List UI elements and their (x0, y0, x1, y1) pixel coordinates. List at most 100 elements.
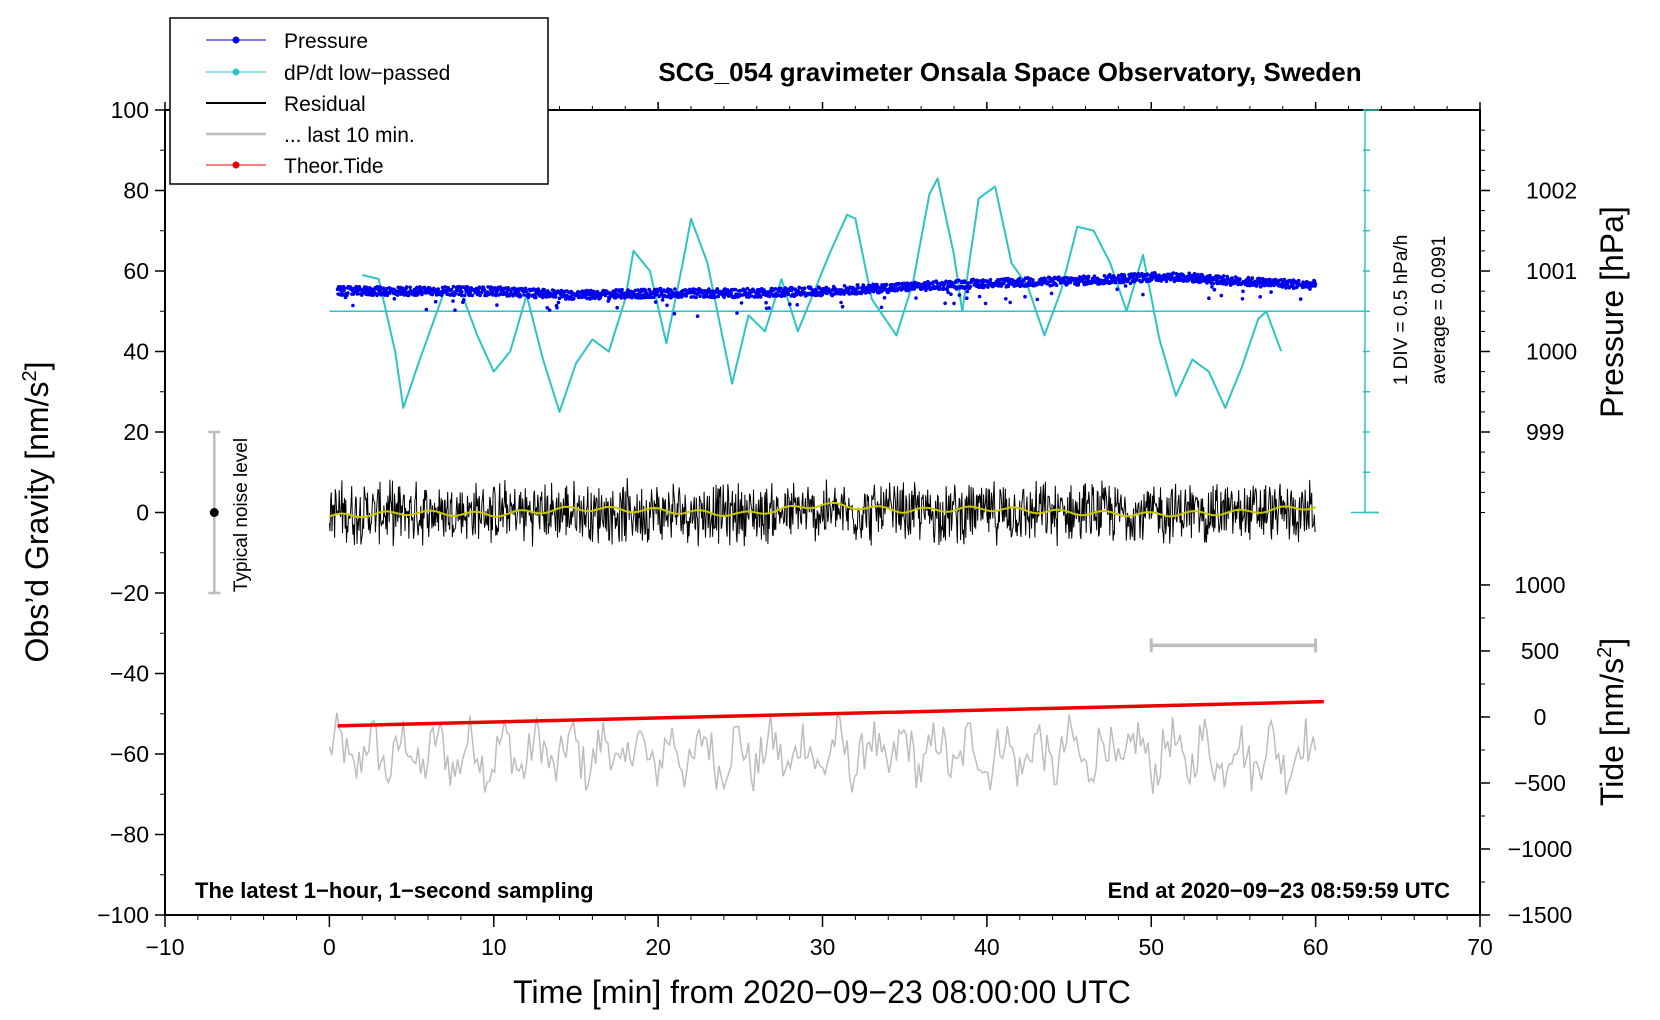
pressure-point (620, 287, 624, 292)
pressure-point (1004, 297, 1008, 301)
pressure-point (547, 308, 552, 312)
pressure-point (443, 285, 447, 289)
pressure-point (392, 297, 397, 301)
y-tick-label: −80 (110, 822, 149, 848)
pressure-point (470, 293, 475, 298)
pressure-point (1312, 279, 1317, 284)
tide-tick-label: −1500 (1508, 902, 1573, 928)
legend-box (169, 17, 549, 185)
pressure-point (1171, 271, 1176, 275)
pressure-point (665, 303, 669, 308)
pressure-point (764, 300, 768, 305)
data-layer (208, 109, 1379, 795)
pressure-point (1221, 274, 1226, 278)
y-tick-label: −20 (110, 580, 149, 606)
pressure-point (408, 285, 412, 290)
noise-level-center-dot (209, 508, 219, 517)
pressure-point (879, 305, 884, 310)
pressure-point (1218, 275, 1223, 280)
pressure-point (342, 286, 347, 290)
noise-level-label: Typical noise level (231, 438, 252, 592)
pressure-point (1102, 274, 1107, 278)
pressure-point (556, 300, 561, 305)
pressure-point (1235, 276, 1239, 281)
pressure-point (436, 287, 441, 291)
pressure-point (1296, 278, 1301, 283)
pressure-point (1257, 277, 1262, 282)
x-tick-label: 10 (481, 934, 507, 960)
pressure-point (767, 306, 771, 310)
pressure-point (1039, 277, 1044, 281)
pressure-point (779, 286, 783, 291)
pressure-point (526, 295, 531, 300)
y-axis-title-left: Obs’d Gravity [nm/s2] (19, 362, 55, 663)
note-latest-hour: The latest 1−hour, 1−second sampling (195, 878, 594, 903)
pressure-point (615, 305, 619, 310)
pressure-point (660, 298, 665, 302)
pressure-point (576, 290, 580, 294)
pressure-point (351, 303, 355, 308)
y-tick-label: −40 (110, 661, 149, 687)
pressure-point (1308, 287, 1312, 291)
pressure-point (1298, 297, 1303, 301)
pressure-point (1238, 277, 1242, 281)
pressure-point (1212, 287, 1217, 292)
average-label: average = 0.0991 (1429, 236, 1450, 384)
dpdt-series-line (362, 177, 1283, 413)
note-end-time: End at 2020−09−23 08:59:59 UTC (1108, 878, 1451, 903)
pressure-point (1249, 280, 1253, 284)
x-tick-label: 20 (645, 934, 671, 960)
pressure-point (1201, 274, 1205, 279)
y-tick-label: 20 (123, 419, 149, 445)
pressure-point (856, 286, 861, 290)
pressure-point (968, 285, 973, 289)
tide-tick-label: 0 (1534, 704, 1547, 730)
axis-ticks: −10 0 10 20 30 40 50 60 70−100−80−60−40−20020406… (97, 97, 1577, 960)
pressure-point (722, 295, 726, 300)
pressure-point (1140, 271, 1144, 276)
pressure-point (1207, 296, 1211, 301)
svg-text:dP/dt low−passed: dP/dt low−passed (284, 62, 450, 85)
pressure-point (1092, 274, 1097, 279)
pressure-point (884, 282, 889, 287)
pressure-point (838, 292, 843, 296)
pressure-point (451, 284, 456, 289)
pressure-point (534, 295, 538, 300)
x-tick-label: 50 (1138, 934, 1164, 960)
svg-text:Residual: Residual (284, 93, 366, 116)
pressure-point (943, 301, 947, 306)
svg-text:Pressure: Pressure (284, 30, 368, 53)
pressure-point (489, 285, 493, 289)
pressure-point (649, 295, 653, 300)
pressure-point (729, 291, 733, 295)
pressure-point (1313, 282, 1318, 286)
pressure-point (1219, 293, 1224, 298)
pressure-point (1196, 272, 1200, 277)
pressure-point (1216, 277, 1220, 282)
pressure-point (1122, 274, 1127, 279)
pressure-tick-label: 1000 (1526, 339, 1577, 365)
pressure-point (459, 293, 464, 298)
x-tick-label: 60 (1303, 934, 1329, 960)
x-tick-label: −10 (145, 934, 184, 960)
pressure-point (555, 305, 559, 310)
pressure-point (747, 295, 751, 299)
pressure-point (433, 299, 438, 304)
pressure-point (952, 301, 956, 306)
residual-lowpass-line (329, 501, 1316, 519)
pressure-point (527, 292, 531, 297)
pressure-point (1258, 295, 1262, 299)
y-tick-label: 80 (123, 178, 149, 204)
pressure-point (949, 292, 953, 297)
tide-tick-label: −500 (1514, 770, 1566, 796)
pressure-tick-label: 1001 (1526, 258, 1577, 284)
pressure-point (673, 287, 677, 291)
pressure-tick-label: 999 (1526, 419, 1564, 445)
pressure-point (542, 290, 547, 294)
pressure-point (1035, 297, 1040, 302)
pressure-point (518, 294, 523, 299)
pressure-point (937, 285, 942, 290)
pressure-point (1118, 277, 1122, 282)
pressure-point (965, 289, 970, 294)
